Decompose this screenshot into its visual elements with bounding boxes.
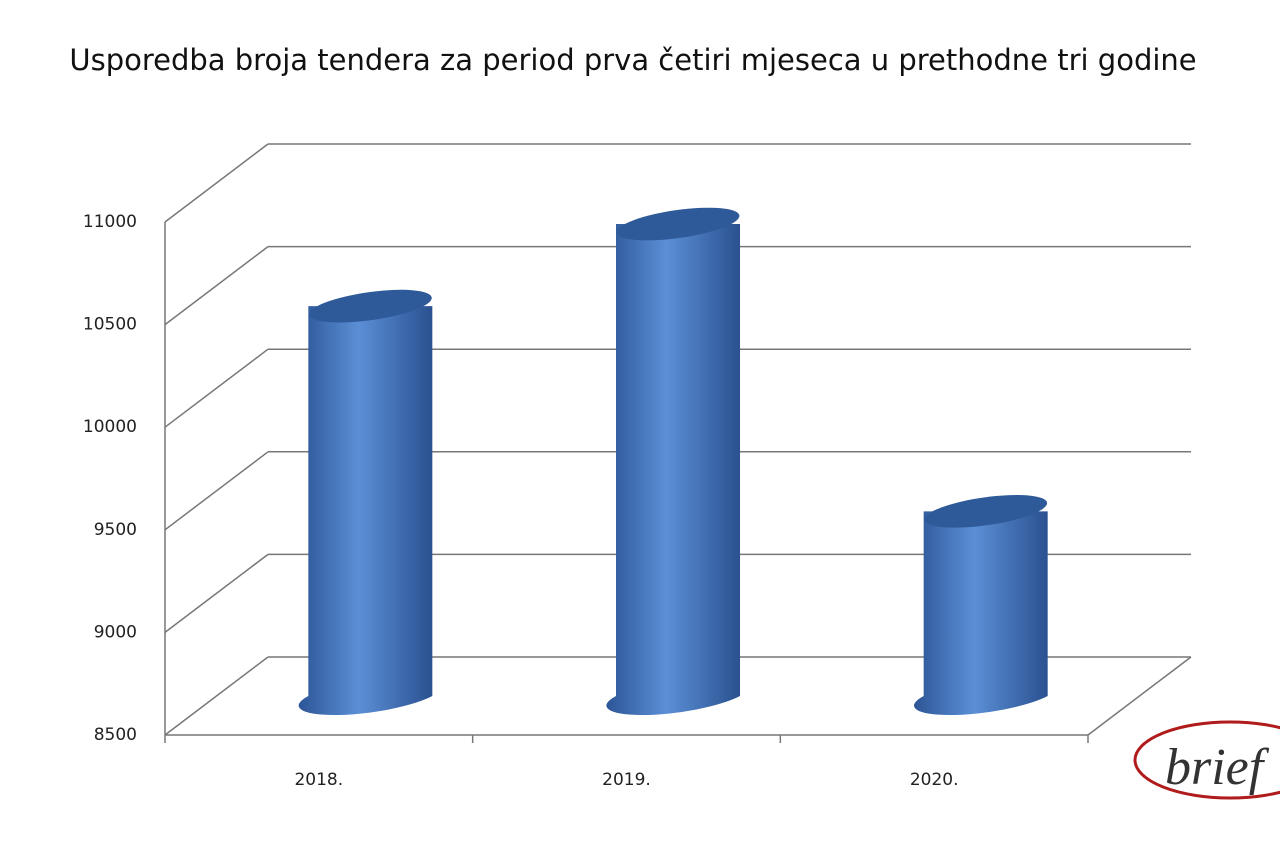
watermark: brief [1165,739,1270,796]
watermark-ring [1133,720,1280,800]
bar-body [606,224,740,716]
floor-edge [1087,656,1192,736]
bar-top [616,207,740,241]
y-tick-label: 8500 [94,725,137,745]
bar-top [924,494,1048,528]
chart-title: Usporedba broja tendera za period prva č… [69,43,1196,77]
grid-line-depth [164,656,269,736]
y-tick-label: 10000 [83,417,137,437]
x-tick-label: 2019. [602,770,651,790]
y-tick-label: 9500 [94,520,137,540]
bar-top [308,289,432,323]
grid-line-depth [164,348,269,428]
bar-body [914,511,1048,716]
grid-line-depth [164,553,269,633]
x-tick-label: 2018. [294,770,343,790]
y-tick-label: 11000 [83,212,137,232]
bar [606,207,740,716]
y-tick-label: 10500 [83,315,137,335]
bar-body [298,306,433,716]
grid-line-depth [164,143,269,223]
grid-line-depth [164,246,269,326]
y-tick-label: 9000 [94,622,137,642]
x-tick-label: 2020. [910,770,959,790]
bar [914,494,1048,716]
grid-line-depth [164,451,269,531]
bar [298,289,433,716]
